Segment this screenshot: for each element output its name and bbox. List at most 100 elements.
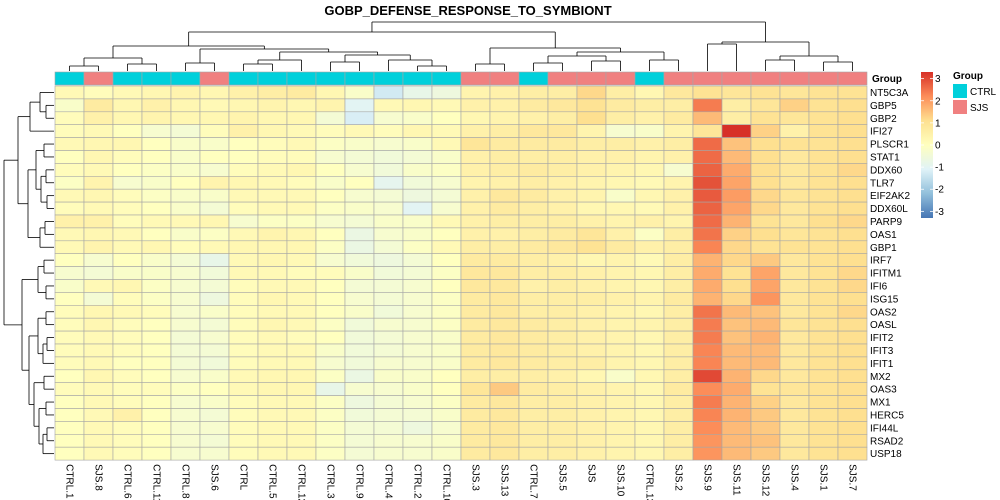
heatmap-cell (721, 343, 752, 358)
heatmap-cell (431, 176, 462, 190)
heatmap-cell (518, 85, 549, 100)
heatmap-cell (257, 356, 288, 371)
heatmap-cell (199, 279, 230, 293)
heatmap-cell (547, 253, 578, 267)
heatmap-cell (257, 304, 288, 319)
heatmap-cell (547, 163, 578, 177)
heatmap-cell (663, 356, 694, 371)
annotation-cell (431, 71, 462, 86)
heatmap-cell (634, 85, 665, 100)
heatmap-cell (576, 214, 607, 229)
heatmap-cell (750, 253, 781, 267)
heatmap-cell (576, 227, 607, 242)
heatmap-cell (141, 150, 172, 164)
heatmap-cell (54, 111, 85, 126)
heatmap-cell (460, 369, 491, 383)
row-label: MX1 (870, 398, 891, 409)
heatmap-cell (344, 214, 375, 229)
heatmap-cell (576, 446, 607, 461)
heatmap-cell (489, 382, 520, 396)
heatmap-cell (315, 304, 346, 319)
heatmap-cell (837, 433, 868, 448)
heatmap-cell (605, 150, 636, 164)
heatmap-cell (170, 343, 201, 358)
heatmap-cell (373, 201, 404, 216)
heatmap-cell (344, 124, 375, 138)
heatmap-cell (547, 111, 578, 126)
heatmap-cell (141, 446, 172, 461)
heatmap-cell (837, 137, 868, 151)
annotation-cell (721, 71, 752, 86)
heatmap-cell (344, 279, 375, 293)
heatmap-cell (83, 253, 114, 267)
heatmap-cell (721, 330, 752, 345)
heatmap-cell (199, 111, 230, 126)
heatmap-cell (460, 266, 491, 280)
heatmap-cell (605, 408, 636, 422)
heatmap-cell (315, 317, 346, 332)
heatmap-cell (605, 369, 636, 383)
heatmap-cell (750, 201, 781, 216)
heatmap-cell (344, 253, 375, 267)
heatmap-cell (373, 163, 404, 177)
heatmap-cell (257, 395, 288, 409)
heatmap-cell (83, 356, 114, 371)
row-label: PLSCR1 (870, 140, 909, 151)
heatmap-cell (663, 266, 694, 280)
heatmap-cell (228, 253, 259, 267)
heatmap-cell (402, 369, 433, 383)
heatmap-cell (315, 369, 346, 383)
heatmap-cell (315, 356, 346, 371)
heatmap-cell (721, 446, 752, 461)
heatmap-cell (141, 111, 172, 126)
group-annotation-bar (54, 71, 868, 86)
heatmap-cell (431, 356, 462, 371)
heatmap-cell (808, 408, 839, 422)
heatmap-cell (54, 150, 85, 164)
heatmap-cell (663, 188, 694, 203)
heatmap-cell (576, 176, 607, 190)
heatmap-cell (199, 382, 230, 396)
row-label: EIF2AK2 (870, 191, 910, 202)
heatmap-cell (112, 317, 143, 332)
heatmap-cell (228, 214, 259, 229)
heatmap-cell (576, 240, 607, 255)
heatmap-cell (750, 356, 781, 371)
row-label: RSAD2 (870, 436, 904, 447)
heatmap-cell (83, 111, 114, 126)
heatmap-cell (199, 240, 230, 255)
heatmap-cell (431, 253, 462, 267)
heatmap-cell (344, 150, 375, 164)
heatmap-cell (692, 408, 723, 422)
heatmap-cell (54, 395, 85, 409)
column-label: SJS.4 (789, 464, 800, 491)
heatmap-cell (605, 433, 636, 448)
heatmap-cell (344, 111, 375, 126)
heatmap-cell (547, 446, 578, 461)
heatmap-cell (170, 85, 201, 100)
heatmap-cell (808, 163, 839, 177)
heatmap-cell (431, 124, 462, 138)
heatmap-cell (402, 163, 433, 177)
heatmap-cell (663, 304, 694, 319)
column-label: CTRL.3 (325, 464, 336, 499)
color-scale-gradient (921, 72, 933, 218)
heatmap-cell (779, 227, 810, 242)
heatmap-cell (228, 124, 259, 138)
heatmap-cell (402, 382, 433, 396)
annotation-cell (170, 71, 201, 86)
heatmap-cell (286, 421, 317, 435)
heatmap-cell (431, 395, 462, 409)
heatmap-cell (808, 421, 839, 435)
heatmap-cell (431, 279, 462, 293)
heatmap-cell (518, 266, 549, 280)
heatmap-cell (808, 111, 839, 126)
column-label: CTRL.4 (383, 464, 394, 499)
heatmap-cell (692, 266, 723, 280)
heatmap-cell (750, 163, 781, 177)
heatmap-cell (779, 408, 810, 422)
heatmap-cell (199, 201, 230, 216)
heatmap-cell (518, 201, 549, 216)
heatmap-cell (547, 356, 578, 371)
heatmap-cell (663, 382, 694, 396)
